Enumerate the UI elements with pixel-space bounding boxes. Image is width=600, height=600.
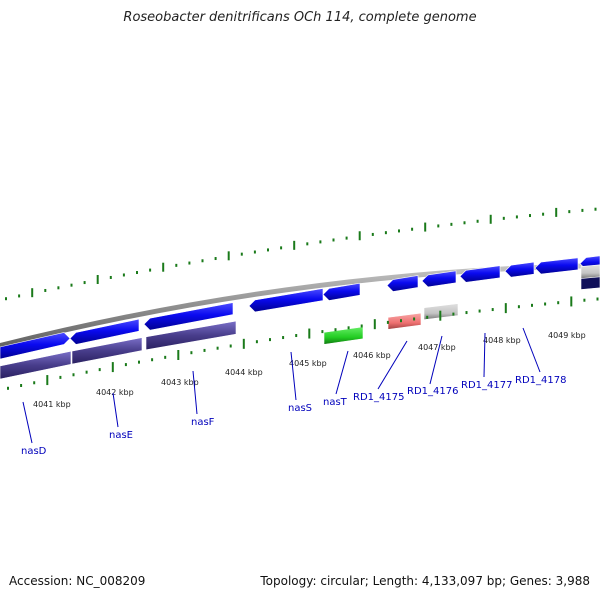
gene-label: RD1_4175 bbox=[353, 392, 404, 403]
gene-connector-line bbox=[335, 350, 349, 395]
cds-forward-arrow bbox=[421, 270, 457, 288]
cds-forward-arrow bbox=[69, 318, 140, 345]
gene-label: nasF bbox=[191, 417, 215, 428]
gene-label: nasD bbox=[21, 446, 47, 457]
kbp-tick-label: 4043 kbp bbox=[161, 378, 199, 387]
pseudo-feature bbox=[387, 312, 422, 330]
inner-tick-row bbox=[7, 296, 599, 390]
gene-connector-line bbox=[22, 401, 33, 444]
gene-label: nasT bbox=[323, 397, 348, 408]
kbp-tick-label: 4045 kbp bbox=[289, 359, 327, 368]
gene-connector-line bbox=[429, 335, 443, 385]
cds-forward-arrow bbox=[459, 265, 501, 283]
kbp-tick-label: 4047 kbp bbox=[418, 343, 456, 352]
genome-title: Roseobacter denitrificans OCh 114, compl… bbox=[123, 10, 477, 25]
kbp-tick-label: 4048 kbp bbox=[483, 336, 521, 345]
gray-feature bbox=[580, 264, 600, 279]
rna-feature bbox=[323, 326, 364, 345]
cds-forward-arrow bbox=[322, 282, 361, 301]
gene-label: nasS bbox=[288, 403, 312, 414]
cds-forward-arrow bbox=[0, 332, 71, 360]
kbp-tick-label: 4046 kbp bbox=[353, 351, 391, 360]
kbp-tick-label: 4041 kbp bbox=[33, 400, 71, 409]
cds-forward-arrow bbox=[534, 257, 579, 275]
outer-tick-row bbox=[5, 207, 597, 301]
kbp-tick-label: 4049 kbp bbox=[548, 331, 586, 340]
cds-forward-arrow bbox=[386, 275, 419, 292]
gene-connector-line bbox=[483, 332, 486, 378]
gene-connector-line bbox=[522, 327, 541, 373]
gene-connector-line bbox=[377, 340, 408, 390]
cds-reverse-block bbox=[145, 320, 237, 351]
kbp-tick-label: 4044 kbp bbox=[225, 368, 263, 377]
kbp-tick-labels: 4041 kbp 4042 kbp 4043 kbp 4044 kbp 4045 kbp… bbox=[33, 331, 586, 409]
gene-label: nasE bbox=[109, 430, 133, 441]
cds-forward-arrow bbox=[504, 261, 535, 278]
kbp-tick-label: 4042 kbp bbox=[96, 388, 134, 397]
gene-connector-line bbox=[112, 392, 119, 428]
accession-text: Accession: NC_008209 bbox=[9, 574, 146, 588]
cds-reverse-block bbox=[71, 337, 143, 365]
forward-strand-features bbox=[0, 255, 600, 360]
topology-text: Topology: circular; Length: 4,133,097 bp… bbox=[260, 574, 590, 588]
cds-forward-arrow bbox=[143, 302, 234, 331]
gene-connector-line bbox=[192, 370, 198, 415]
reverse-strand-features bbox=[0, 264, 600, 380]
gene-label: RD1_4177 bbox=[461, 380, 512, 391]
gene-label: RD1_4178 bbox=[515, 375, 566, 386]
gene-label: RD1_4176 bbox=[407, 386, 458, 397]
gene-connector-line bbox=[290, 351, 297, 401]
cds-reverse-block bbox=[0, 350, 72, 380]
